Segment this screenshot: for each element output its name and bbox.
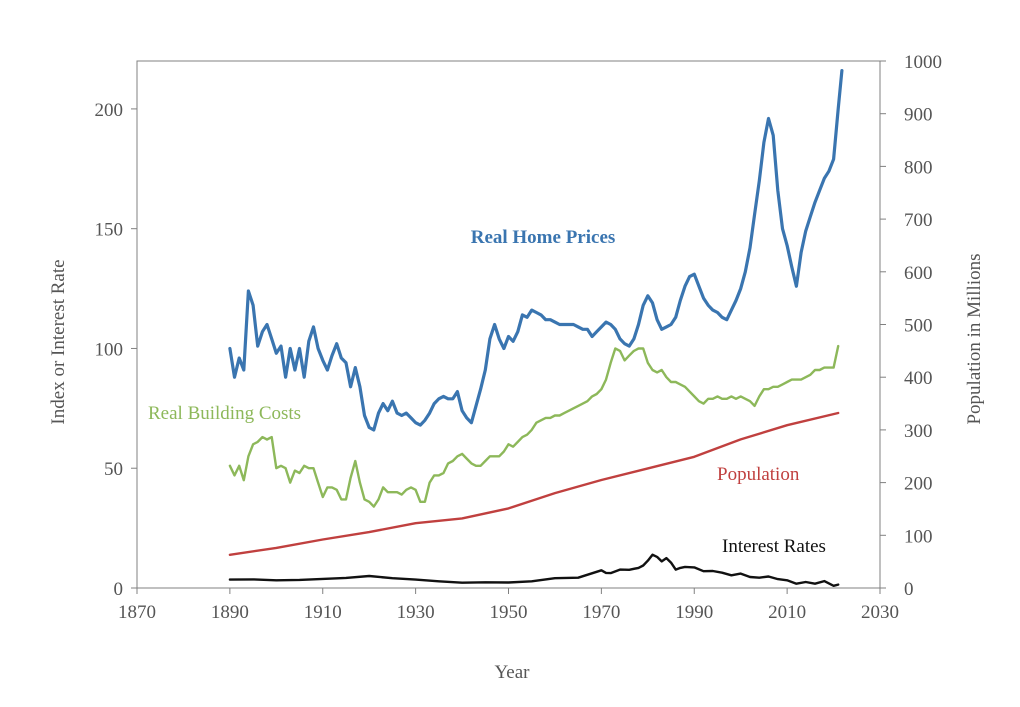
y2-tick-label: 800 (904, 157, 933, 178)
y2-tick-label: 600 (904, 263, 933, 284)
series-line-real-building-costs (228, 344, 840, 508)
y2-tick-label: 200 (904, 474, 933, 495)
series-line-population (228, 411, 840, 556)
x-tick-label: 1870 (118, 602, 156, 623)
x-tick-label: 1950 (490, 602, 528, 623)
y2-tick-label: 500 (904, 316, 933, 337)
y2-tick-label: 900 (904, 105, 933, 126)
y2-tick-label: 700 (904, 210, 933, 231)
y2-axis-ticks: 0 100 200 300 400 500 600 700 800 900 1000 (880, 52, 942, 600)
y-tick-label: 0 (114, 579, 124, 600)
y-tick-label: 100 (95, 339, 124, 360)
x-axis-ticks: 1870 1890 1910 1930 1950 1970 1990 2010 2030 (118, 588, 899, 623)
y2-tick-label: 0 (904, 579, 914, 600)
y2-tick-label: 300 (904, 421, 933, 442)
y-axis-ticks: 0 50 100 150 200 (95, 100, 137, 600)
y2-axis-title: Population in Millions (964, 253, 985, 424)
x-tick-label: 1910 (304, 602, 342, 623)
y2-tick-label: 100 (904, 526, 933, 547)
y-tick-label: 150 (95, 220, 124, 241)
y-tick-label: 200 (95, 100, 124, 121)
x-axis-title: Year (494, 662, 530, 683)
x-tick-label: 1890 (211, 602, 249, 623)
x-tick-label: 2010 (768, 602, 806, 623)
x-tick-label: 2030 (861, 602, 899, 623)
y2-tick-label: 400 (904, 368, 933, 389)
y-tick-label: 50 (104, 459, 123, 480)
series-lines (228, 69, 844, 587)
x-tick-label: 1930 (397, 602, 435, 623)
x-tick-label: 1970 (582, 602, 620, 623)
x-tick-label: 1990 (675, 602, 713, 623)
y-axis-title: Index or Interest Rate (48, 259, 69, 424)
series-line-real-home-prices (228, 69, 844, 432)
label-interest-rates: Interest Rates (722, 536, 826, 557)
y2-tick-label: 1000 (904, 52, 942, 73)
series-line-interest-rates (228, 553, 840, 587)
label-population: Population (717, 464, 800, 485)
label-real-home-prices: Real Home Prices (471, 227, 616, 248)
label-real-building-costs: Real Building Costs (148, 403, 301, 424)
